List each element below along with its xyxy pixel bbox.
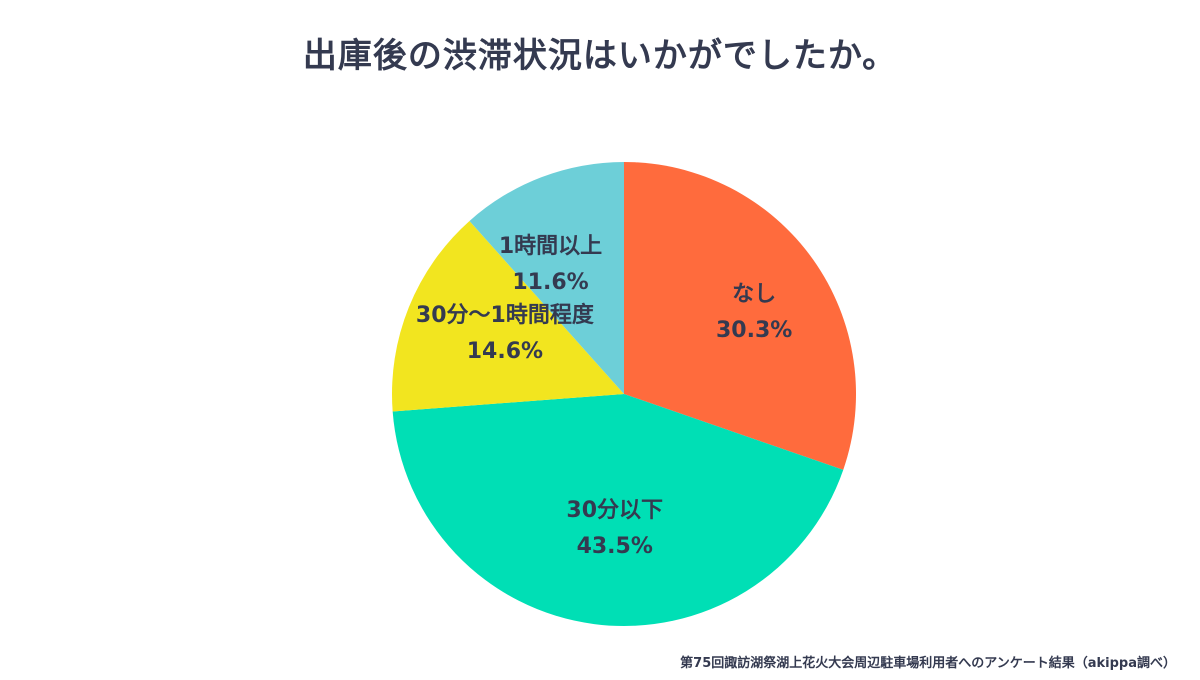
slice-value-label-1: 30.3% [716, 318, 792, 343]
pie-slice-2 [392, 394, 844, 626]
slice-label-4: 1時間以上 [499, 234, 602, 259]
slice-label-1: なし [732, 282, 776, 307]
pie-slices [392, 162, 857, 626]
slice-value-label-3: 14.6% [467, 339, 543, 364]
pie-slice-1 [624, 162, 857, 470]
slice-label-3: 30分〜1時間程度 [416, 302, 595, 328]
slice-value-label-2: 43.5% [577, 534, 653, 559]
slice-label-2: 30分以下 [566, 498, 663, 523]
source-note: 第75回諏訪湖祭湖上花火大会周辺駐車場利用者へのアンケート結果（akippa調べ… [680, 656, 1176, 671]
slice-value-label-4: 11.6% [512, 270, 588, 295]
pie-slice-3 [392, 220, 624, 412]
chart-title: 出庫後の渋滞状況はいかがでしたか。 [302, 36, 898, 76]
pie-labels: なし 30.3% 30分以下 43.5% 30分〜1時間程度 14.6% 1時間以上 11.6… [416, 234, 792, 559]
pie-slice-4 [469, 162, 624, 394]
